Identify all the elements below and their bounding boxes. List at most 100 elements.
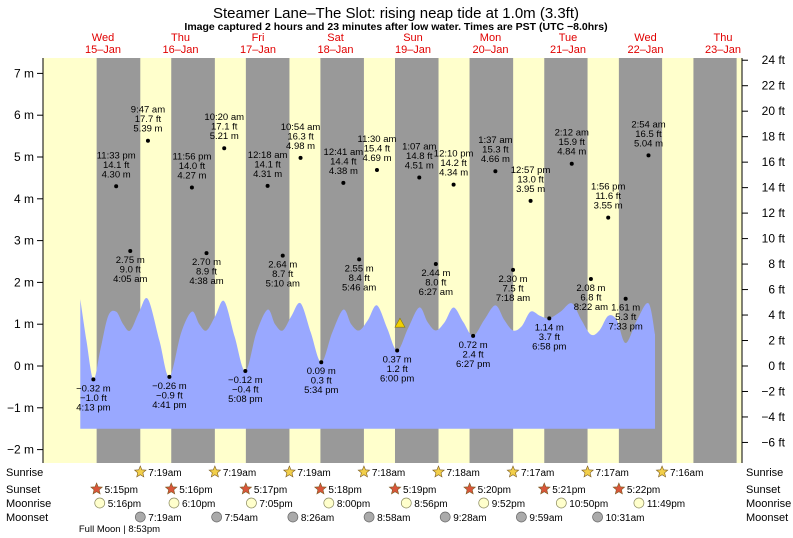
tide-feet-label: 14.2 ft xyxy=(440,158,467,169)
sunrise-icon xyxy=(506,465,520,478)
sunrise-time: 7:19am xyxy=(148,468,181,479)
tide-time-label: 2:54 am xyxy=(631,119,665,130)
tide-point xyxy=(395,348,400,353)
sunrise-time: 7:17am xyxy=(521,468,554,479)
current-tide-marker xyxy=(394,317,406,328)
day-name-label: Thu xyxy=(171,32,190,44)
sunrise-icon xyxy=(208,465,222,478)
tide-metres-label: −0.26 m xyxy=(152,381,187,392)
sunset-row-label-right: Sunset xyxy=(746,484,780,496)
right-tick-label: −6 ft xyxy=(761,435,785,449)
day-name-label: Sun xyxy=(403,32,423,44)
tide-point xyxy=(243,369,248,374)
low-tide-marker: 1.61 m5.3 ft7:33 pm xyxy=(608,296,643,333)
tide-point xyxy=(528,198,533,203)
sunset-event: 5:19pm xyxy=(388,482,436,496)
sunrise-event: 7:18am xyxy=(357,465,405,479)
tide-feet-label: 0.3 ft xyxy=(311,376,332,387)
tide-metres-label: 4.84 m xyxy=(557,147,586,158)
tide-metres-label: 2.55 m xyxy=(345,263,374,274)
sunrise-icon xyxy=(655,465,669,478)
low-tide-marker: 2.08 m6.8 ft8:22 am xyxy=(574,277,608,313)
tide-feet-label: 8.0 ft xyxy=(425,278,446,289)
sunset-icon xyxy=(313,482,327,495)
right-tick-label: −2 ft xyxy=(761,384,785,398)
tide-metres-label: 2.75 m xyxy=(116,255,145,266)
tide-time-label: 11:30 am xyxy=(358,134,397,145)
tide-time-label: 4:13 pm xyxy=(76,402,110,413)
sunset-time: 5:22pm xyxy=(627,485,660,496)
sunrise-event: 7:19am xyxy=(208,465,256,479)
left-tick-label: 7 m xyxy=(14,66,34,80)
tide-metres-label: 3.95 m xyxy=(516,184,545,195)
moonrise-time: 5:16pm xyxy=(108,499,141,510)
tide-time-label: 4:38 am xyxy=(189,276,223,287)
moonrise-time: 11:49pm xyxy=(647,499,685,510)
tide-point xyxy=(511,267,516,272)
night-band xyxy=(693,58,737,463)
tide-point xyxy=(189,185,194,190)
tide-metres-label: −0.32 m xyxy=(76,383,111,394)
left-tick-label: 3 m xyxy=(14,234,34,248)
moonset-row-label-left: Moonset xyxy=(6,512,48,524)
day-date-label: 20–Jan xyxy=(472,44,508,56)
tide-feet-label: 13.0 ft xyxy=(517,174,544,185)
right-tick-label: 16 ft xyxy=(762,155,786,169)
tide-metres-label: 4.98 m xyxy=(286,141,315,152)
tide-metres-label: 2.64 m xyxy=(268,260,297,271)
moonset-event: 9:59am xyxy=(516,511,563,524)
day-name-label: Tue xyxy=(559,32,578,44)
low-tide-marker: 2.30 m7.5 ft7:18 am xyxy=(496,267,530,304)
tide-point xyxy=(471,333,476,338)
tide-feet-label: −1.0 ft xyxy=(80,393,107,404)
sunset-time: 5:18pm xyxy=(328,485,361,496)
tide-metres-label: 1.61 m xyxy=(611,303,640,314)
moonset-event: 8:58am xyxy=(363,511,410,524)
sunset-event: 5:20pm xyxy=(463,482,511,496)
moonrise-time: 10:50pm xyxy=(569,499,608,510)
tide-time-label: 10:54 am xyxy=(281,122,321,133)
tide-metres-label: 5.04 m xyxy=(634,138,663,149)
tide-feet-label: 5.3 ft xyxy=(615,312,636,323)
left-tick-label: −1 m xyxy=(7,401,34,415)
sunrise-time: 7:16am xyxy=(670,468,703,479)
tide-time-label: 6:27 am xyxy=(419,287,453,298)
tide-metres-label: 4.66 m xyxy=(481,154,510,165)
low-tide-marker: 2.70 m8.9 ft4:38 am xyxy=(189,251,224,287)
tide-metres-label: 1.14 m xyxy=(535,322,564,333)
sunrise-time: 7:19am xyxy=(297,468,330,479)
moonrise-time: 9:52pm xyxy=(492,499,525,510)
tide-time-label: 6:58 pm xyxy=(532,341,566,352)
tide-point xyxy=(569,161,574,166)
moonset-event: 7:54am xyxy=(211,511,258,524)
moonrise-icon xyxy=(168,497,180,509)
day-name-label: Sat xyxy=(327,32,344,44)
sun-moon-table: Sunrise Sunrise Sunset Sunset Moonrise Moonri… xyxy=(6,465,791,535)
tide-time-label: 5:34 pm xyxy=(304,385,338,396)
sunset-icon xyxy=(164,482,178,495)
tide-point xyxy=(588,277,593,282)
moonrise-event: 8:00pm xyxy=(323,497,370,510)
tide-metres-label: 2.30 m xyxy=(499,274,528,285)
tide-time-label: 12:10 pm xyxy=(434,149,474,160)
sunset-time: 5:19pm xyxy=(403,485,436,496)
tide-time-label: 12:57 pm xyxy=(511,165,551,176)
tide-point xyxy=(222,146,227,151)
sunset-icon xyxy=(463,482,477,495)
moonset-icon xyxy=(439,511,451,523)
sunset-icon xyxy=(90,482,104,495)
tide-feet-label: −0.4 ft xyxy=(232,385,259,396)
tide-time-label: 12:41 am xyxy=(324,147,364,158)
tide-feet-label: 8.7 ft xyxy=(272,269,293,280)
moonrise-icon xyxy=(94,497,106,509)
day-date-label: 22–Jan xyxy=(627,44,663,56)
sunset-event: 5:16pm xyxy=(164,482,213,496)
day-name-label: Wed xyxy=(634,32,656,44)
